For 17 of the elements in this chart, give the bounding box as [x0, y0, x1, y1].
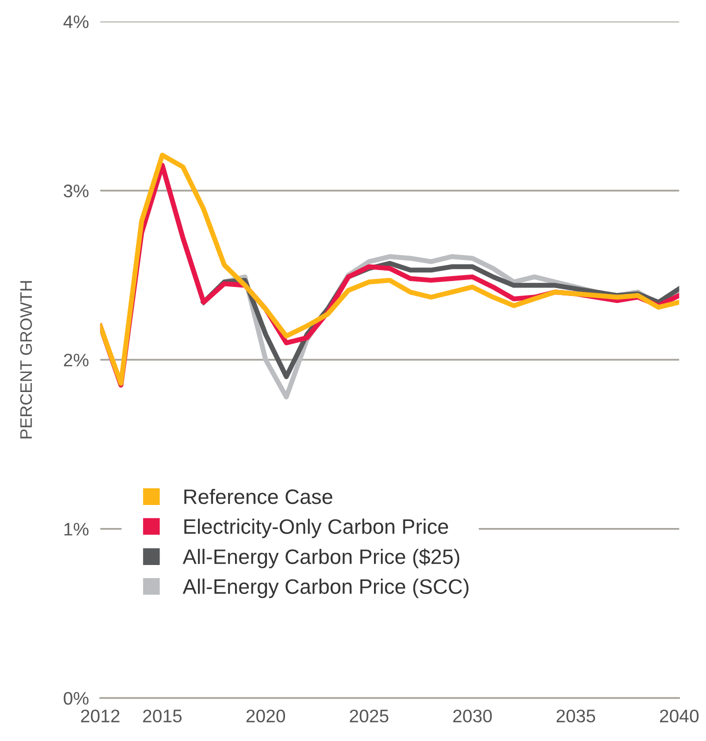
legend-label: Reference Case [184, 488, 332, 504]
x-tick-label: 2020 [246, 710, 286, 722]
y-tick-label: 2% [64, 354, 88, 366]
legend-label: All-Energy Carbon Price (SCC) [182, 578, 468, 598]
x-tick-label: 2040 [660, 710, 699, 722]
legend-label: Electricity-Only Carbon Price [184, 518, 448, 538]
y-tick-label: 1% [64, 522, 88, 536]
x-tick-label: 2035 [556, 710, 596, 722]
x-tick-label: 2030 [453, 710, 492, 722]
x-tick-label: 2012 [81, 710, 120, 722]
legend-label: All-Energy Carbon Price ($25) [182, 548, 460, 568]
x-tick-label: 2025 [350, 710, 388, 722]
x-tick-label: 2015 [143, 710, 182, 722]
y-tick-label: 0% [64, 692, 88, 705]
y-tick-label: 4% [63, 16, 88, 28]
y-axis-title: PERCENT GROWTH [20, 281, 32, 438]
y-tick-label: 3% [64, 184, 88, 198]
